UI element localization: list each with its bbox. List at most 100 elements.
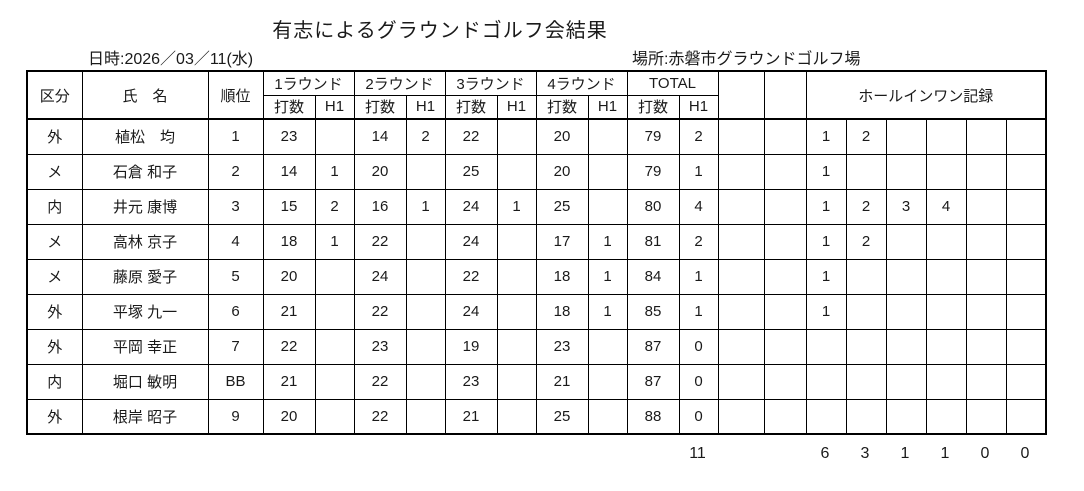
cell-r3-h1: [496, 258, 537, 295]
cell-total-strokes: 88: [626, 398, 680, 435]
cell-player-name: 平塚 九一: [81, 293, 209, 330]
place-label: 場所:赤磐市グラウンドゴルフ場: [632, 51, 861, 68]
cell-r4-strokes: 23: [535, 328, 589, 365]
header-round-3: 3ラウンド: [444, 70, 537, 96]
cell-hio-1: 1: [805, 258, 847, 295]
cell-player-name: 藤原 愛子: [81, 258, 209, 295]
cell-r4-strokes: 21: [535, 363, 589, 400]
cell-kubun: 外: [26, 293, 83, 330]
header-total: TOTAL: [626, 70, 719, 96]
cell-r3-h1: [496, 328, 537, 365]
cell-hio-3: [885, 258, 927, 295]
cell-hio-1: 1: [805, 293, 847, 330]
cell-rank: 3: [207, 188, 264, 225]
cell-hio-6: [1005, 118, 1047, 155]
cell-hio-4: [925, 258, 967, 295]
table-row: メ 高林 京子 4 18 1 22 24 17 1 81 2 1 2: [26, 223, 1047, 260]
cell-hio-1: 1: [805, 188, 847, 225]
date-label: 日時:2026／03／11(水): [88, 51, 254, 68]
cell-hio-1: [805, 328, 847, 365]
cell-spare-2: [763, 328, 807, 365]
cell-hio-4: [925, 118, 967, 155]
cell-r1-strokes: 23: [262, 118, 316, 155]
cell-r2-h1: [405, 258, 446, 295]
cell-r3-h1: 1: [496, 188, 537, 225]
cell-total-h1: 1: [678, 293, 719, 330]
cell-r4-strokes: 17: [535, 223, 589, 260]
cell-spare-1: [717, 118, 765, 155]
cell-total-strokes: 81: [626, 223, 680, 260]
cell-total-h1: 1: [678, 258, 719, 295]
cell-r1-strokes: 15: [262, 188, 316, 225]
results-table: 区分 氏 名 順位 1ラウンド 2ラウンド 3ラウンド 4ラウンド TOTAL …: [26, 70, 1048, 435]
header-r4-strokes: 打数: [535, 94, 589, 120]
cell-spare-1: [717, 363, 765, 400]
cell-player-name: 石倉 和子: [81, 153, 209, 190]
table-row: 外 平岡 幸正 7 22 23 19 23 87 0: [26, 328, 1047, 365]
cell-r4-h1: [587, 188, 628, 225]
table-row: メ 藤原 愛子 5 20 24 22 18 1 84 1 1: [26, 258, 1047, 295]
cell-r3-strokes: 24: [444, 188, 498, 225]
header-r2-h1: H1: [405, 94, 446, 120]
cell-r2-h1: 2: [405, 118, 446, 155]
cell-r2-h1: 1: [405, 188, 446, 225]
cell-hio-4: [925, 398, 967, 435]
cell-hio-6: [1005, 223, 1047, 260]
cell-r1-strokes: 20: [262, 398, 316, 435]
cell-kubun: メ: [26, 223, 83, 260]
cell-hio-2: [845, 363, 887, 400]
cell-spare-1: [717, 153, 765, 190]
header-r2-strokes: 打数: [353, 94, 407, 120]
cell-kubun: 内: [26, 188, 83, 225]
cell-r4-h1: [587, 363, 628, 400]
cell-hio-5: [965, 118, 1007, 155]
cell-hio-2: [845, 398, 887, 435]
cell-r1-strokes: 21: [262, 293, 316, 330]
cell-r4-strokes: 20: [535, 118, 589, 155]
cell-player-name: 平岡 幸正: [81, 328, 209, 365]
cell-hio-3: [885, 363, 927, 400]
cell-r1-h1: [314, 328, 355, 365]
footer-hio-4: 1: [940, 445, 950, 462]
cell-r2-strokes: 22: [353, 293, 407, 330]
cell-player-name: 高林 京子: [81, 223, 209, 260]
cell-hio-4: [925, 153, 967, 190]
cell-r1-h1: [314, 258, 355, 295]
header-kubun: 区分: [26, 70, 83, 120]
cell-hio-4: [925, 363, 967, 400]
cell-r2-strokes: 22: [353, 363, 407, 400]
cell-hio-5: [965, 398, 1007, 435]
cell-spare-1: [717, 223, 765, 260]
table-row: 内 堀口 敏明 BB 21 22 23 21 87 0: [26, 363, 1047, 400]
cell-hio-3: [885, 398, 927, 435]
cell-hio-5: [965, 188, 1007, 225]
cell-r2-h1: [405, 363, 446, 400]
header-name: 氏 名: [81, 70, 209, 120]
cell-r1-strokes: 14: [262, 153, 316, 190]
cell-total-strokes: 85: [626, 293, 680, 330]
cell-hio-3: [885, 223, 927, 260]
cell-r2-strokes: 23: [353, 328, 407, 365]
cell-r1-h1: [314, 118, 355, 155]
cell-total-strokes: 84: [626, 258, 680, 295]
cell-r4-strokes: 25: [535, 398, 589, 435]
cell-r2-h1: [405, 153, 446, 190]
cell-hio-6: [1005, 363, 1047, 400]
cell-r2-strokes: 22: [353, 398, 407, 435]
cell-hio-4: [925, 328, 967, 365]
cell-kubun: 内: [26, 363, 83, 400]
header-total-h1: H1: [678, 94, 719, 120]
header-row-sub: 打数 H1 打数 H1 打数 H1 打数 H1 打数 H1: [27, 94, 1046, 120]
cell-r2-strokes: 16: [353, 188, 407, 225]
cell-r4-h1: 1: [587, 258, 628, 295]
cell-r2-h1: [405, 328, 446, 365]
cell-r3-strokes: 22: [444, 258, 498, 295]
totals-footer: 11 6 3 1 1 0 0: [26, 441, 1045, 467]
cell-r3-h1: [496, 153, 537, 190]
footer-total-h1: 11: [689, 445, 706, 462]
cell-spare-2: [763, 398, 807, 435]
cell-total-h1: 4: [678, 188, 719, 225]
header-r4-h1: H1: [587, 94, 628, 120]
cell-r2-strokes: 14: [353, 118, 407, 155]
cell-total-strokes: 87: [626, 328, 680, 365]
